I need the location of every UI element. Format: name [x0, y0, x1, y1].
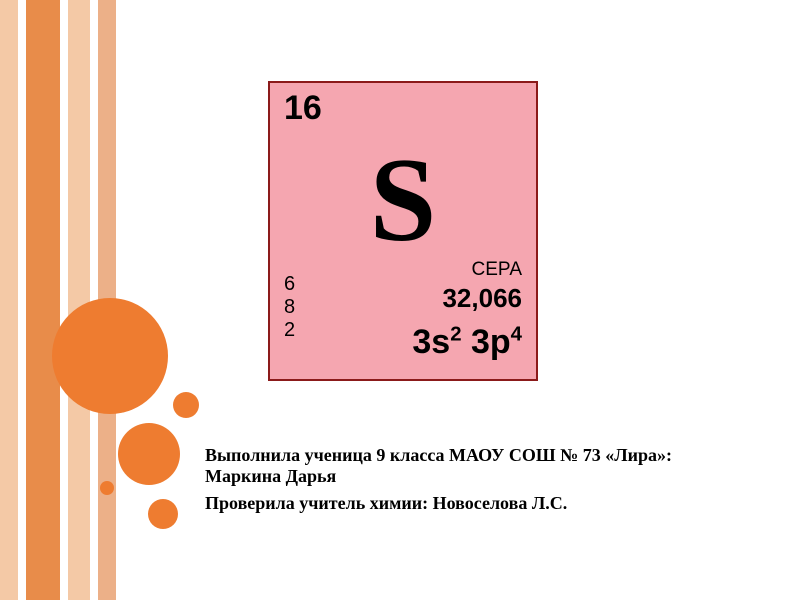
- element-card: 16 S 682 СЕРА 32,066 3s2 3p4: [268, 81, 538, 381]
- decor-circle: [173, 392, 199, 418]
- shell-count: 2: [284, 319, 295, 342]
- electron-config: 3s2 3p4: [412, 323, 522, 362]
- element-symbol: S: [370, 131, 437, 269]
- shell-count: 8: [284, 296, 295, 319]
- credit-line-1: Выполнила ученица 9 класса МАОУ СОШ № 73…: [205, 445, 745, 487]
- stripe: [18, 0, 26, 600]
- atomic-mass: 32,066: [442, 283, 522, 314]
- decor-circle: [148, 499, 178, 529]
- left-stripes: [0, 0, 160, 600]
- stripe: [0, 0, 18, 600]
- decor-circle: [118, 423, 180, 485]
- shell-count: 6: [284, 273, 295, 296]
- config-base: 3s: [412, 323, 450, 361]
- decor-circle: [52, 298, 168, 414]
- config-base: 3p: [462, 323, 511, 361]
- credit-line-2: Проверила учитель химии: Новоселова Л.С.: [205, 493, 745, 514]
- stripe: [26, 0, 60, 600]
- config-sup: 2: [450, 324, 461, 346]
- electron-shells: 682: [284, 273, 295, 342]
- credits-block: Выполнила ученица 9 класса МАОУ СОШ № 73…: [205, 445, 745, 520]
- stripe: [60, 0, 68, 600]
- atomic-number: 16: [284, 89, 322, 128]
- config-sup: 4: [511, 324, 522, 346]
- stripe: [68, 0, 90, 600]
- decor-circle: [100, 481, 114, 495]
- element-name: СЕРА: [472, 259, 522, 281]
